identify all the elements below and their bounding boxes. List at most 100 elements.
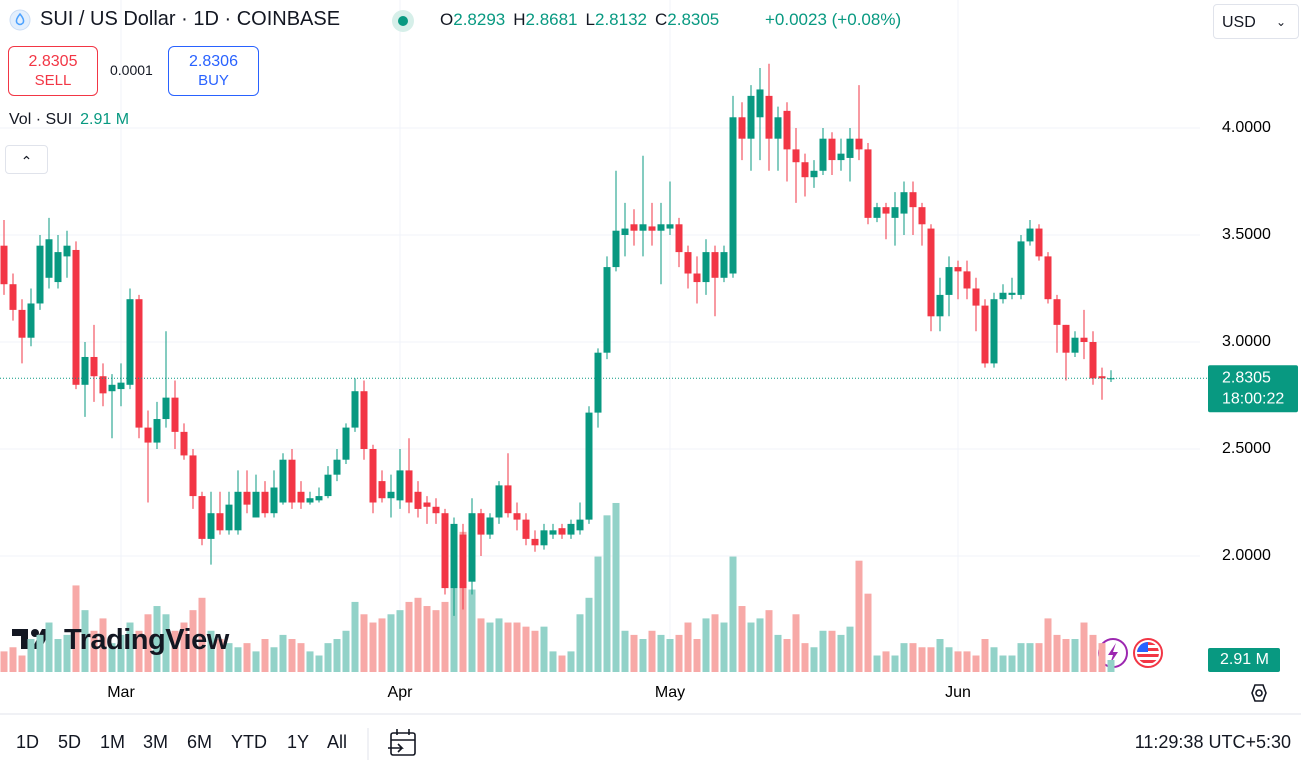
volume-bar [1089,634,1097,672]
ohlc-key: O [440,10,454,29]
candle-body [324,474,332,497]
y-tick-label: 3.0000 [1222,333,1271,350]
volume-bar [972,655,980,672]
range-button[interactable]: All [327,732,348,752]
candle-body [990,299,998,364]
candle-body [810,170,818,178]
settings-icon[interactable] [1251,684,1267,702]
candle-body [1008,292,1016,295]
candle-body [1062,324,1070,353]
candle-body [198,496,206,539]
ohlc-value: 2.8305 [667,10,720,29]
buy-button[interactable]: 2.8306 BUY [168,46,259,96]
candle-body [288,459,296,503]
candle-body [369,448,377,503]
candle-body [549,530,557,535]
candle-body [468,513,476,582]
volume-bar [612,502,620,672]
currency-select[interactable]: USD ⌄ [1213,4,1299,39]
candle-body [837,153,845,161]
candle-body [513,513,521,520]
candle-body [702,252,710,283]
volume-bar [522,626,530,672]
candle-body [855,138,863,150]
candle-body [360,391,368,449]
candle-body [189,455,197,497]
range-button[interactable]: YTD [231,732,267,752]
volume-bar [747,622,755,672]
currency: USD [1222,14,1256,31]
candle-body [621,228,629,235]
candle-body [729,117,737,274]
candle-body [864,149,872,218]
range-button[interactable]: 5D [58,732,82,752]
volume-bar [279,634,287,672]
volume-bar [387,614,395,672]
market-status [392,10,414,32]
candle-body [927,228,935,317]
candle-body [612,230,620,268]
candle-body [522,519,530,539]
candle-body [135,299,143,428]
candle-body [396,470,404,501]
range-button[interactable]: 6M [187,732,213,752]
volume-bar [900,643,908,672]
calendar-icon[interactable] [388,729,416,756]
volume-bar [99,618,107,672]
last-price-badge [1208,365,1298,413]
volume-bar [639,639,647,672]
candle-body [747,95,755,139]
candle-body [963,271,971,289]
range-button[interactable]: 1D [16,732,40,752]
range-button[interactable]: 1Y [287,732,310,752]
candle-body [99,376,107,394]
sell-button[interactable]: 2.8305 SELL [8,46,98,96]
range-button[interactable]: 3M [143,732,169,752]
volume-bar [252,651,260,672]
sell-label: SELL [34,72,72,89]
x-tick-label: Jun [945,684,971,701]
candle-body [657,224,665,231]
volume-bar [828,630,836,672]
volume-bar [1053,634,1061,672]
volume-bar [567,651,575,672]
ohlc-key: H [513,10,526,29]
ohlc-value: 2.8132 [594,10,647,29]
volume-bar [864,593,872,672]
collapse-button[interactable]: ⌃ [5,145,48,174]
buy-price: 2.8306 [189,53,238,70]
flag-icon[interactable] [1133,638,1163,668]
volume-bar [531,630,539,672]
candle-body [36,245,44,304]
volume-bar [504,622,512,672]
volume-bar [18,655,26,672]
candle-body [918,207,926,225]
candle-body [891,207,899,218]
volume-bar [549,651,557,672]
volume-bar [936,639,944,672]
volume-bar [684,622,692,672]
volume-bar [135,630,143,672]
volume-bar [1080,622,1088,672]
volume-bar [558,655,566,672]
candle-body [450,523,458,589]
ohlc-legend: O2.8293 H2.8681 L2.8132 C2.8305 [440,10,719,30]
candle-body [900,192,908,214]
volume-badge-label: 2.91 M [1220,651,1269,668]
dropdown-arrow: ⌄ [1275,15,1286,29]
ohlc-key: L [585,10,595,29]
candle-body [792,149,800,163]
candle-body [54,252,62,283]
spread: 0.0001 [110,62,153,78]
volume-bar [315,655,323,672]
ohlc-value: 2.8681 [525,10,578,29]
candle-body [306,498,314,503]
volume-bar [342,630,350,672]
volume-bar [9,647,17,672]
volume-bar [1026,643,1034,672]
volume-bar [765,610,773,672]
volume-bar [144,614,152,672]
range-button[interactable]: 1M [100,732,126,752]
ohlc-key: C [654,10,668,29]
volume-bar [81,610,89,672]
